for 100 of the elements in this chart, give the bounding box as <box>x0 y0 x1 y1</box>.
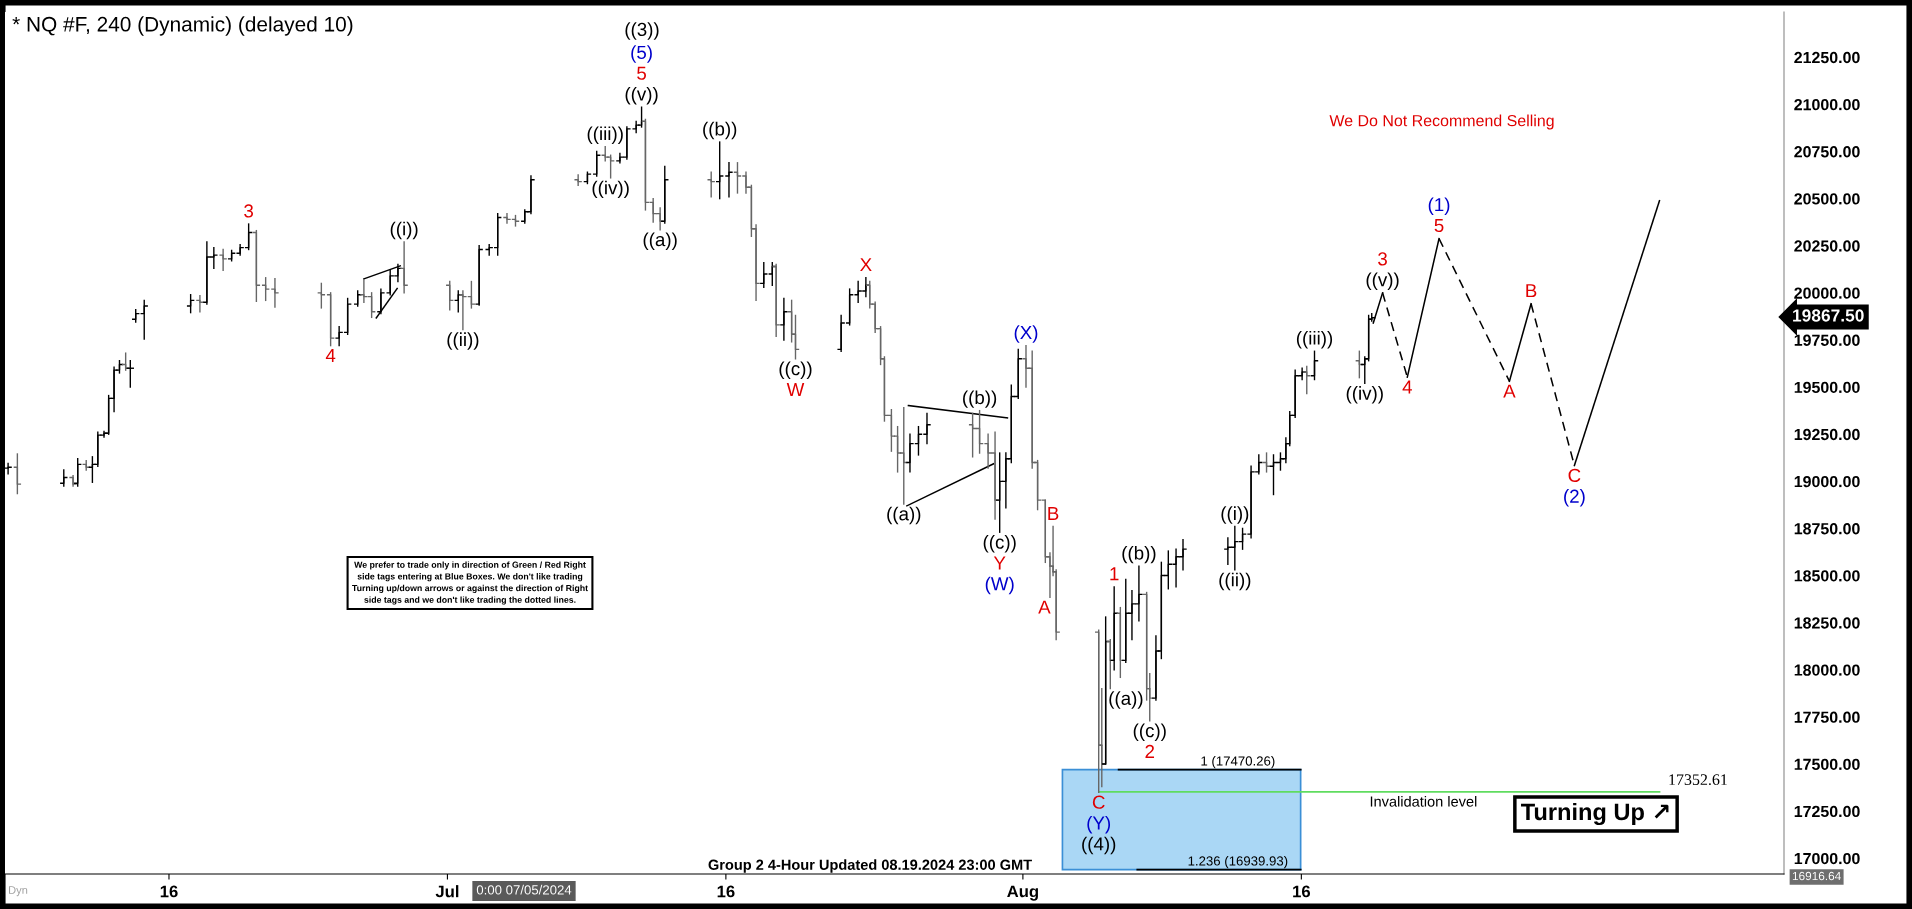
candlestick <box>140 299 148 340</box>
candlestick <box>707 171 715 198</box>
candlestick <box>1106 638 1114 690</box>
annotation: A <box>1038 600 1051 614</box>
candlestick <box>715 141 724 200</box>
annotation: (2) <box>1564 489 1585 507</box>
annotation: ((a)) <box>643 232 677 250</box>
candlestick <box>791 314 800 360</box>
annotation: ((b)) <box>703 121 737 140</box>
candlestick <box>606 154 615 179</box>
candlestick <box>261 277 270 302</box>
annotation: (5) <box>631 45 652 63</box>
candlestick <box>196 294 204 313</box>
candlestick <box>995 452 1004 533</box>
candlestick <box>593 150 601 177</box>
annotation: ((v)) <box>625 86 658 105</box>
candlestick <box>446 280 454 311</box>
y-tick-label: 21000.00 <box>1794 98 1860 111</box>
y-tick-label: 21250.00 <box>1794 51 1860 64</box>
candlestick <box>1095 629 1103 794</box>
annotation: ((iv)) <box>592 180 629 199</box>
y-tick-label: 17250.00 <box>1794 805 1860 818</box>
annotation: (1) <box>1428 197 1450 215</box>
annotation: 17352.61 <box>1669 774 1727 786</box>
annotation: 3 <box>244 204 254 218</box>
y-tick-label: 19000.00 <box>1794 475 1860 488</box>
annotation: X <box>860 258 872 272</box>
annotation: ((3)) <box>625 22 659 40</box>
candlestick <box>400 241 408 294</box>
annotation: C <box>1092 795 1105 809</box>
y-tick-label: 19250.00 <box>1794 428 1860 441</box>
annotation: 5 <box>1434 218 1444 233</box>
annotation: 5 <box>637 66 646 80</box>
y-tick-label: 17750.00 <box>1794 711 1860 723</box>
annotation: Turning Up ↗ <box>1521 802 1669 826</box>
candlestick <box>1310 350 1319 381</box>
text: Dyn <box>9 886 28 897</box>
candlestick <box>326 292 335 347</box>
y-tick-label: 18250.00 <box>1794 617 1860 629</box>
annotation: B <box>1048 506 1059 520</box>
annotation: ((c)) <box>779 361 812 380</box>
ref-line-label: Invalidation level <box>1370 795 1477 807</box>
annotation: 2 <box>1145 744 1155 758</box>
candlestick <box>574 174 582 187</box>
annotation: B <box>1526 284 1537 298</box>
annotation: (W) <box>985 576 1014 595</box>
y-tick-label: 20500.00 <box>1794 193 1860 205</box>
candlestick <box>5 462 12 475</box>
annotation: ((4)) <box>1082 836 1116 855</box>
x-tick-label: Jul <box>435 885 459 898</box>
annotation: (X) <box>1014 325 1038 343</box>
text: 16916.64 <box>1792 871 1841 881</box>
candlestick <box>219 248 227 271</box>
y-tick-label: 17000.00 <box>1794 852 1860 865</box>
y-tick-label: 18500.00 <box>1794 570 1860 582</box>
annotation: ((c)) <box>1133 723 1166 741</box>
annotation: ((iii)) <box>1296 331 1333 349</box>
annotation: 4 <box>325 349 336 362</box>
x-tick-label: Aug <box>1007 885 1038 901</box>
annotation: ((i)) <box>1221 506 1249 524</box>
y-tick-label: 18000.00 <box>1794 664 1860 676</box>
annotation: ((b)) <box>1122 545 1156 564</box>
annotation: ((c)) <box>983 534 1016 553</box>
candlestick <box>725 162 733 198</box>
annotation: ((i)) <box>390 221 418 240</box>
candlestick <box>760 261 768 288</box>
candlestick <box>271 278 279 308</box>
x-tick-label: 16 <box>717 885 735 898</box>
x-tick-label: 16 <box>160 885 178 898</box>
annotation: ((ii)) <box>1219 572 1251 591</box>
annotation: 1 <box>1110 567 1119 581</box>
annotation: 3 <box>1378 252 1387 266</box>
candlestick <box>1116 606 1125 679</box>
x-tick-label: 16 <box>1293 885 1311 898</box>
text: 19867.50 <box>1793 309 1864 322</box>
y-tick-label: 18750.00 <box>1794 523 1860 535</box>
annotation: ((iv)) <box>1346 386 1383 404</box>
y-tick-label: 19500.00 <box>1794 381 1860 394</box>
candlestick <box>252 229 261 303</box>
annotation: ((b)) <box>963 390 997 408</box>
y-tick-label: 20000.00 <box>1794 287 1860 299</box>
candlestick <box>661 165 669 224</box>
annotation: We Do Not Recommend Selling <box>1329 114 1554 130</box>
candlestick <box>1110 586 1118 671</box>
annotation: Group 2 4-Hour Updated 08.19.2024 23:00 GMT <box>708 859 1032 873</box>
annotation: We prefer to trade only in direction of Green / Red Right side tags entering at Blue Boxes. We don't like trading Turning up/down arrows or against the direction of Right side tags and we don't like trading the dotted lines. <box>352 561 588 605</box>
candlestick <box>475 245 483 306</box>
annotation: ((ii)) <box>447 332 479 350</box>
ref-line-label: 1 (17470.26) <box>1201 755 1275 769</box>
annotation: ((iii)) <box>587 126 623 144</box>
text: 0:00 07/05/2024 <box>476 884 572 895</box>
annotation: 4 <box>1402 380 1412 394</box>
annotation: ((v)) <box>1366 272 1399 291</box>
candlestick <box>317 282 326 309</box>
annotation: ((a)) <box>1109 691 1143 709</box>
annotation: Y <box>993 556 1006 570</box>
annotation: W <box>786 383 805 397</box>
annotation: (Y) <box>1087 815 1111 834</box>
y-tick-label: 20250.00 <box>1794 240 1860 252</box>
y-tick-label: 20750.00 <box>1794 146 1860 158</box>
